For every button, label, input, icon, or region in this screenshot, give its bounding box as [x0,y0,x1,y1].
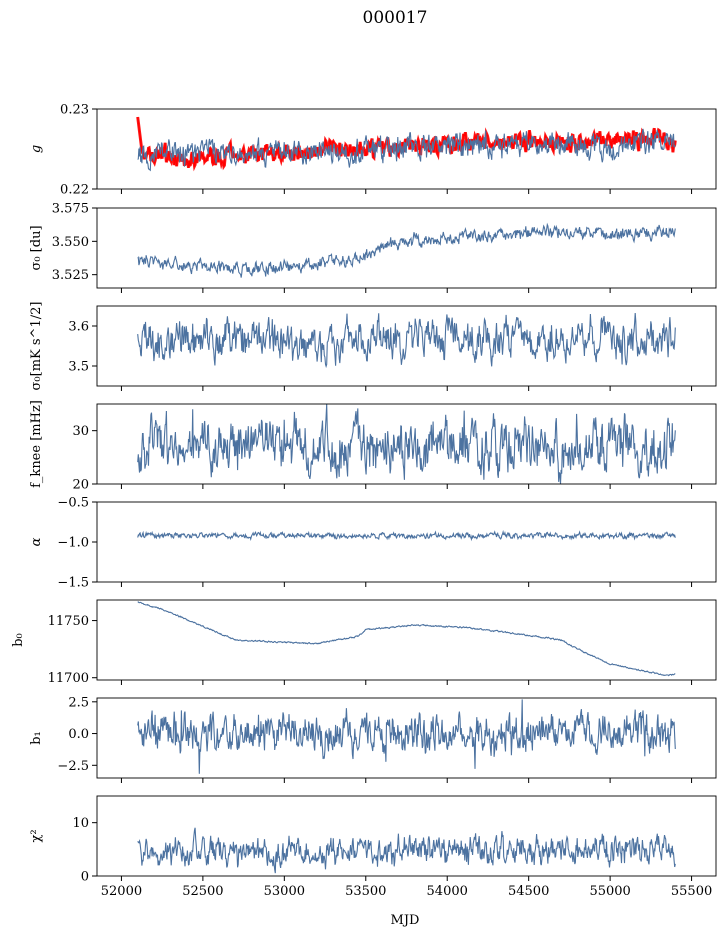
panel-1-y-tick-label: 0.22 [60,183,89,198]
panel-4-y-label: f_knee [mHz] [29,400,44,488]
panel-6-y-label: b₀ [11,633,26,647]
panel-8-frame [96,795,717,877]
panel-8-y-tick-label: 10 [72,816,89,831]
panel-2-series-1 [137,222,676,278]
panel-3-y-tick-label: 3.5 [68,360,89,375]
figure-title: 000017 [363,8,428,28]
panel-4-series-1 [137,403,676,485]
panel-5-y-tick-label: −1.5 [57,576,89,591]
panel-6-frame [96,599,717,681]
panel-8-series-1 [137,827,676,874]
panel-5-y-label: α [29,537,44,546]
x-tick-label: 52500 [182,884,223,899]
panel-5-y-tick-label: −0.5 [57,496,89,511]
x-tick-label: 55500 [671,884,712,899]
panel-5-series-1 [137,529,676,542]
panel-2-y-label: σ₀ [du] [29,225,44,270]
panel-2-y-tick-label: 3.525 [52,268,89,283]
panel-1-series-2 [137,128,676,172]
panel-7-frame [96,697,717,779]
panel-4-y-tick-label: 30 [72,424,89,439]
panel-7-y-tick-label: −2.5 [57,759,89,774]
panel-2-frame [96,207,717,289]
panel-5-frame [96,501,717,583]
panel-1-frame [96,108,717,190]
panel-7-series-1 [137,699,676,774]
panel-3-frame [96,305,717,387]
x-axis-label: MJD [391,913,420,928]
panel-3-y-tick-label: 3.6 [68,320,89,335]
panel-4-y-tick-label: 20 [72,478,89,493]
panel-1-y-tick-label: 0.23 [60,103,89,118]
panel-3-series-1 [137,312,676,369]
x-tick-label: 54500 [508,884,549,899]
panel-7-y-label: b₁ [29,731,44,745]
panel-4-frame [96,403,717,485]
panel-8-y-tick-label: 0 [81,870,89,885]
panel-3-y-label: σ₀[mK s^1/2] [29,302,44,391]
panel-2-y-tick-label: 3.575 [52,202,89,217]
panel-5-y-tick-label: −1.0 [57,536,89,551]
panel-6-series-1 [137,601,676,677]
x-tick-label: 52000 [101,884,142,899]
panel-8-y-label: χ² [29,829,44,842]
panel-6-y-tick-label: 11750 [48,614,89,629]
x-tick-label: 53500 [345,884,386,899]
x-tick-label: 54000 [427,884,468,899]
panel-2-y-tick-label: 3.550 [52,235,89,250]
panel-7-y-tick-label: 2.5 [68,695,89,710]
x-tick-label: 53000 [264,884,305,899]
x-tick-label: 55000 [589,884,630,899]
panels-group: 0.22 0.23 g 3.525 3.550 3.575 σ₀ [du] 3.5 3.6 σ₀[… [11,103,717,899]
panel-6-y-tick-label: 11700 [48,671,89,686]
panel-7-y-tick-label: 0.0 [68,727,89,742]
panel-1-y-label: g [29,145,44,153]
